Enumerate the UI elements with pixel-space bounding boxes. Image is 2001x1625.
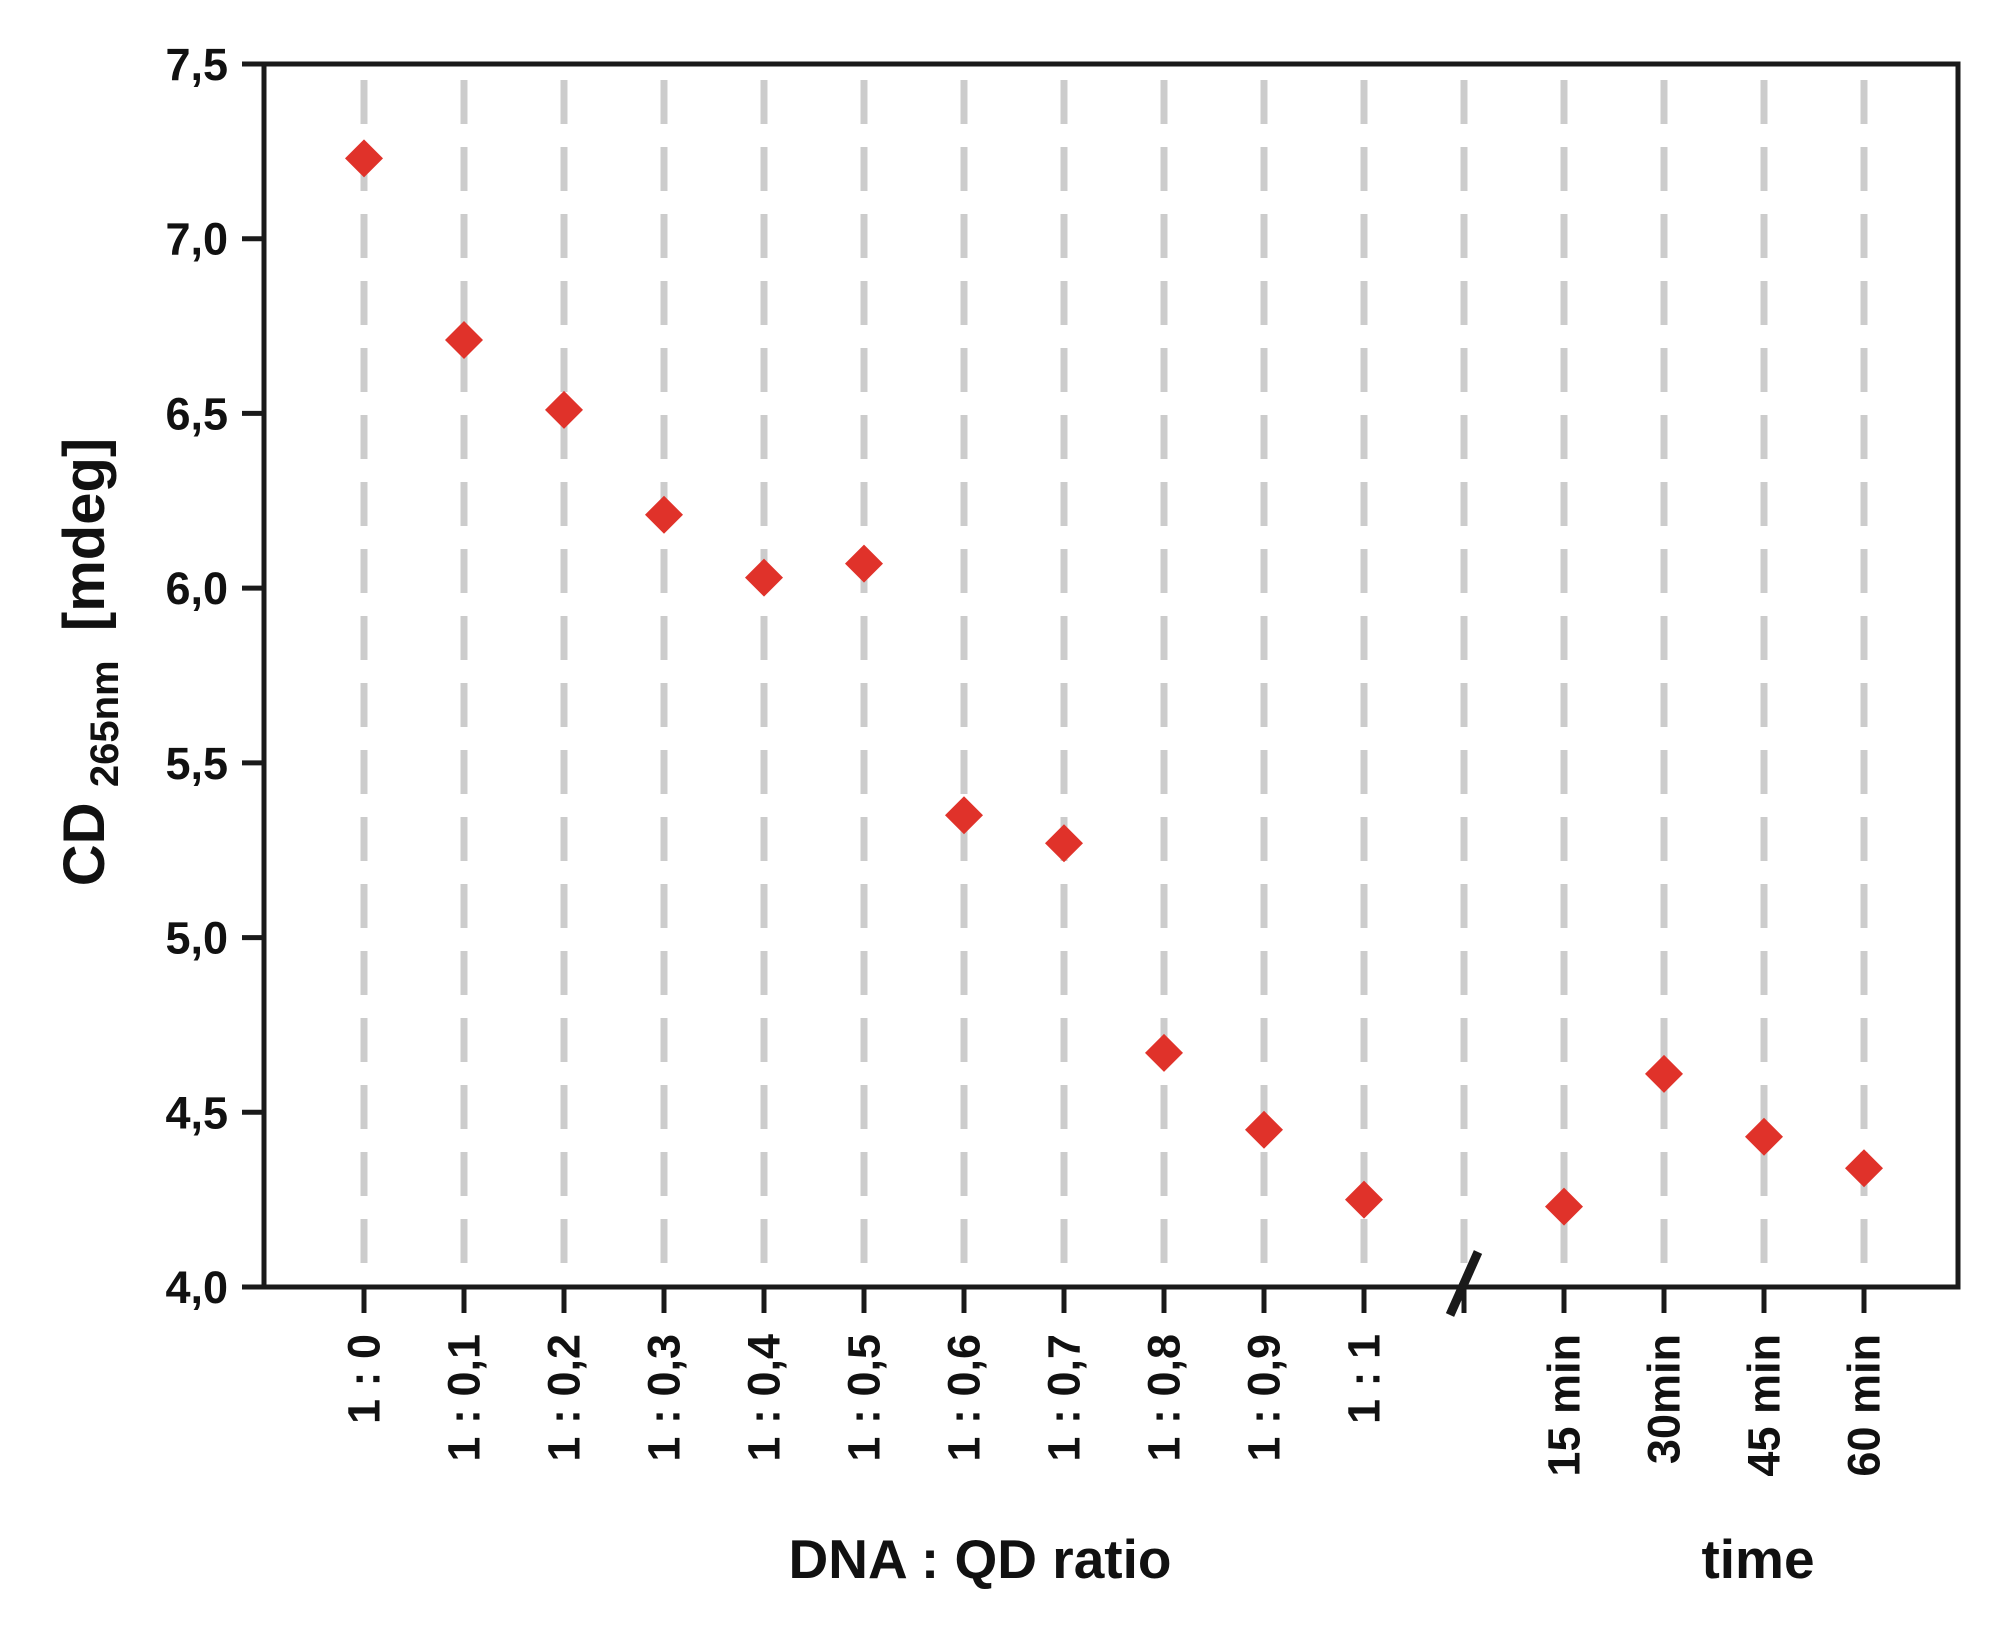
data-point-diamond <box>1045 824 1083 863</box>
y-tick-label: 7,5 <box>165 39 228 90</box>
x-tick-label: 1 : 0 <box>339 1334 390 1424</box>
data-point-diamond <box>945 796 983 835</box>
data-point-diamond <box>1345 1180 1383 1219</box>
data-point-diamond <box>1145 1033 1183 1072</box>
x-tick-label: 1 : 0,5 <box>839 1334 890 1462</box>
data-point-diamond <box>645 495 683 534</box>
x-axis-ticks <box>361 1287 1867 1313</box>
x-tick-label: 30min <box>1639 1334 1690 1464</box>
data-point-diamond <box>1845 1149 1883 1188</box>
x-tick-label: 60 min <box>1839 1334 1890 1477</box>
x-tick-label: 1 : 1 <box>1339 1334 1390 1424</box>
y-tick-label: 6,0 <box>165 563 228 614</box>
y-tick-label: 4,5 <box>165 1087 228 1138</box>
x-tick-label: 45 min <box>1739 1334 1790 1477</box>
data-point-diamond <box>745 558 783 597</box>
plot-frame <box>261 61 1961 1290</box>
y-axis-ticks: 7,5 7,0 6,5 6,0 5,5 5,0 4,5 4,0 <box>165 39 264 1313</box>
gridline-layer <box>360 80 1868 1281</box>
y-tick-label: 4,0 <box>165 1262 228 1313</box>
data-point-diamond <box>1645 1054 1683 1093</box>
x-tick-label: 1 : 0,3 <box>639 1334 690 1462</box>
data-point-diamond <box>345 139 383 178</box>
y-axis-title: CD 265nm [mdeg] <box>52 438 130 886</box>
y-axis-title-subscript: 265nm <box>83 660 127 787</box>
data-point-diamond <box>1545 1187 1583 1226</box>
data-point-diamond <box>445 321 483 360</box>
x-tick-label: 1 : 0,6 <box>939 1334 990 1462</box>
x-tick-label: 1 : 0,4 <box>739 1334 790 1462</box>
x-tick-label: 1 : 0,8 <box>1139 1334 1190 1462</box>
x-axis-tick-labels: 1 : 0 1 : 0,1 1 : 0,2 1 : 0,3 1 : 0,4 1 : 0,5… <box>339 1334 1890 1477</box>
data-point-diamond <box>545 390 583 429</box>
x-tick-label: 1 : 0,1 <box>439 1334 490 1462</box>
data-points-layer <box>345 139 1883 1226</box>
x-axis-title-left: DNA : QD ratio <box>789 1528 1172 1590</box>
y-tick-label: 5,5 <box>165 738 228 789</box>
axis-break-slash <box>1445 1250 1483 1317</box>
x-tick-label: 1 : 0,9 <box>1239 1334 1290 1462</box>
y-tick-label: 6,5 <box>165 388 228 439</box>
data-point-diamond <box>1745 1117 1783 1156</box>
x-tick-label: 1 : 0,2 <box>539 1334 590 1462</box>
data-point-diamond <box>845 544 883 583</box>
x-axis-title-right: time <box>1701 1528 1814 1590</box>
data-point-diamond <box>1245 1110 1283 1149</box>
y-tick-label: 5,0 <box>165 913 228 964</box>
x-tick-label: 1 : 0,7 <box>1039 1334 1090 1462</box>
y-tick-label: 7,0 <box>165 214 228 265</box>
x-tick-label: 15 min <box>1539 1334 1590 1477</box>
y-axis-title-main: CD <box>52 802 117 886</box>
y-axis-title-unit: [mdeg] <box>52 438 117 631</box>
